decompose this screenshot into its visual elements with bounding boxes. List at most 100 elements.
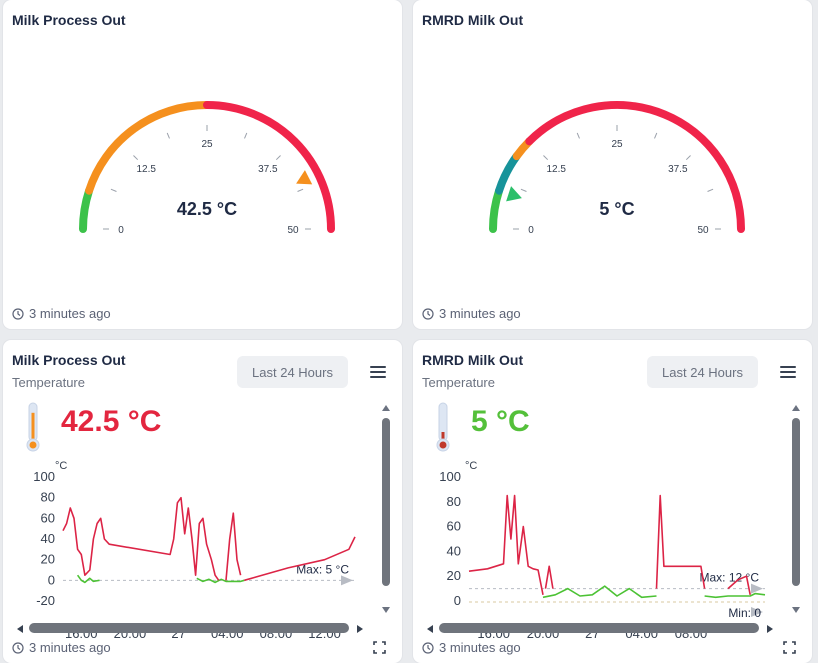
y-tick-label: 40 xyxy=(447,543,461,558)
gauge-pointer xyxy=(296,170,313,185)
gauge-zone-3 xyxy=(525,101,745,233)
series-line-alarm xyxy=(244,536,356,582)
y-tick-label: 60 xyxy=(41,510,55,525)
gauge-card-milk-process-out: Milk Process Out 0 12.5 25 37.5 50 42.5 °C 3 … xyxy=(3,0,402,329)
y-tick-label: 0 xyxy=(454,593,461,608)
min-label: Min: 0 xyxy=(728,606,761,620)
gauge-tick xyxy=(166,132,170,139)
card-title: Milk Process Out xyxy=(12,352,126,368)
y-tick-label: -20 xyxy=(36,593,55,608)
gauge-value: 42.5 °C xyxy=(177,199,237,219)
clock-icon xyxy=(422,307,434,320)
scroll-left-arrow xyxy=(427,625,433,633)
gauge-tick-label: 50 xyxy=(697,225,709,236)
last-update-text: 3 minutes ago xyxy=(29,306,111,321)
gauge-tick-label: 0 xyxy=(118,225,124,236)
scroll-left-arrow xyxy=(17,625,23,633)
time-range-button[interactable]: Last 24 Hours xyxy=(647,356,758,388)
gauge-tick-label: 37.5 xyxy=(258,164,278,175)
gauge-zone-2 xyxy=(203,101,335,233)
y-tick-label: 80 xyxy=(41,490,55,505)
last-update-text: 3 minutes ago xyxy=(439,306,521,321)
scroll-up-arrow xyxy=(382,405,390,411)
max-label: Max: 5 °C xyxy=(296,562,349,576)
card-title: RMRD Milk Out xyxy=(422,12,524,28)
chart-card-rmrd-milk-out: RMRD Milk Out Temperature Last 24 Hours … xyxy=(413,340,812,663)
card-title: Milk Process Out xyxy=(12,12,126,28)
series-line-normal xyxy=(704,592,766,599)
y-tick-label: 20 xyxy=(447,568,461,583)
last-update: 3 minutes ago xyxy=(422,640,521,655)
clock-icon xyxy=(12,307,24,320)
card-title: RMRD Milk Out xyxy=(422,352,524,368)
clock-icon xyxy=(12,641,24,654)
menu-icon[interactable] xyxy=(780,366,796,379)
scroll-right-arrow xyxy=(767,625,773,633)
time-range-button[interactable]: Last 24 Hours xyxy=(237,356,348,388)
y-axis-label: °C xyxy=(55,460,67,472)
gauge-tick xyxy=(576,132,580,139)
thermometer-fill xyxy=(441,432,445,442)
temperature-gauge: 0 12.5 25 37.5 50 5 °C xyxy=(489,101,745,236)
card-subtitle: Temperature xyxy=(12,375,85,390)
gauge-value: 5 °C xyxy=(599,199,634,219)
min-threshold-arrow xyxy=(751,607,763,617)
gauge-tick xyxy=(110,188,117,192)
thermometer-icon xyxy=(26,402,40,452)
series-line-normal xyxy=(542,585,657,599)
gauge-pointer xyxy=(506,186,522,202)
max-threshold-arrow xyxy=(341,575,353,586)
clock-icon xyxy=(422,641,434,654)
menu-icon[interactable] xyxy=(370,366,386,379)
thermometer-bulb-fill xyxy=(439,441,447,449)
last-update: 3 minutes ago xyxy=(422,306,521,321)
series-line-normal xyxy=(196,577,245,584)
gauge-tick xyxy=(275,155,281,161)
vertical-scrollbar-thumb xyxy=(792,418,800,586)
series-line-alarm xyxy=(62,496,220,581)
gauge-tick xyxy=(520,188,527,192)
current-temperature: 42.5 °C xyxy=(61,405,162,438)
gauge-tick xyxy=(707,188,714,192)
horizontal-scrollbar-thumb xyxy=(29,623,349,633)
fullscreen-icon[interactable] xyxy=(373,641,386,654)
temperature-gauge: 0 12.5 25 37.5 50 42.5 °C xyxy=(79,101,335,236)
gauge-tick-label: 0 xyxy=(528,225,534,236)
last-update: 3 minutes ago xyxy=(12,306,111,321)
series-line-alarm xyxy=(468,494,544,595)
gauge-tick-label: 12.5 xyxy=(136,164,156,175)
fullscreen-icon[interactable] xyxy=(783,641,796,654)
max-label: Max: 12 °C xyxy=(700,571,760,585)
vertical-scrollbar-thumb xyxy=(382,418,390,586)
gauge-zone-1 xyxy=(495,152,521,195)
y-axis-label: °C xyxy=(465,460,477,472)
gauge-zone-1 xyxy=(85,101,211,195)
scroll-right-arrow xyxy=(357,625,363,633)
series-line-alarm xyxy=(544,565,554,589)
y-tick-label: 0 xyxy=(48,572,55,587)
gauge-tick xyxy=(133,155,139,161)
horizontal-scrollbar-thumb xyxy=(439,623,759,633)
gauge-zone-0 xyxy=(79,186,94,233)
chart-card-milk-process-out: Milk Process Out Temperature Last 24 Hou… xyxy=(3,340,402,663)
series-line-normal xyxy=(76,574,100,584)
y-tick-label: 100 xyxy=(33,469,55,484)
y-tick-label: 100 xyxy=(439,469,461,484)
gauge-zone-0 xyxy=(489,186,504,233)
gauge-tick-label: 25 xyxy=(611,139,623,150)
series-line-alarm xyxy=(655,494,706,589)
gauge-tick-label: 25 xyxy=(201,139,213,150)
scroll-up-arrow xyxy=(792,405,800,411)
gauge-tick xyxy=(297,188,304,192)
series-line-alarm xyxy=(727,575,751,595)
gauge-tick-label: 37.5 xyxy=(668,164,688,175)
scroll-down-arrow xyxy=(792,607,800,613)
thermometer-icon xyxy=(436,402,450,452)
gauge-tick xyxy=(244,132,248,139)
last-update-text: 3 minutes ago xyxy=(29,640,111,655)
current-temperature: 5 °C xyxy=(471,405,530,438)
last-update-text: 3 minutes ago xyxy=(439,640,521,655)
thermometer-fill xyxy=(31,412,35,442)
